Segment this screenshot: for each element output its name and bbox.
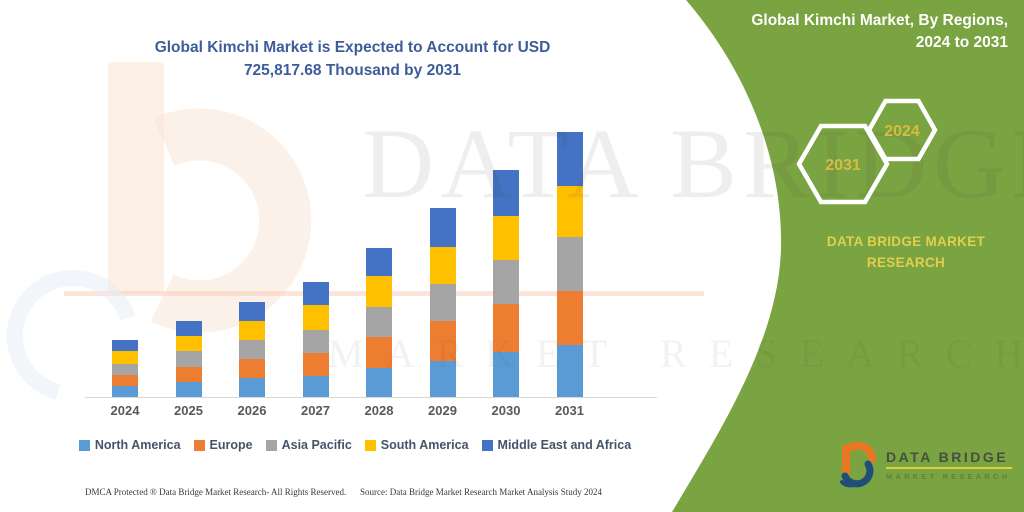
bar-segment-north-america[interactable] bbox=[556, 345, 583, 397]
legend-swatch bbox=[78, 439, 90, 451]
legend-item-europe[interactable]: Europe bbox=[193, 438, 253, 452]
x-axis-line bbox=[85, 397, 657, 398]
bar-segment-middle-east-and-africa[interactable] bbox=[429, 208, 456, 248]
x-axis-label-2027: 2027 bbox=[301, 403, 330, 418]
x-axis-label-2026: 2026 bbox=[237, 403, 267, 418]
bar-2029[interactable] bbox=[429, 208, 456, 397]
bar-segment-north-america[interactable] bbox=[239, 377, 265, 397]
logo-underline bbox=[886, 467, 1012, 469]
bar-segment-asia-pacific[interactable] bbox=[366, 307, 392, 338]
bar-segment-europe[interactable] bbox=[429, 321, 456, 362]
databridge-logo: DATA BRIDGE MARKET RESEARCH bbox=[838, 442, 1012, 488]
x-axis-label-2030: 2030 bbox=[491, 403, 521, 418]
bar-segment-asia-pacific[interactable] bbox=[493, 259, 519, 305]
bar-2030[interactable] bbox=[493, 169, 519, 397]
legend-item-asia-pacific[interactable]: Asia Pacific bbox=[265, 438, 352, 452]
bar-segment-north-america[interactable] bbox=[429, 361, 456, 397]
bar-segment-europe[interactable] bbox=[175, 367, 202, 383]
logo-name: DATA BRIDGE bbox=[886, 449, 1009, 465]
logo-subtitle: MARKET RESEARCH bbox=[886, 472, 1011, 481]
bar-segment-north-america[interactable] bbox=[366, 368, 392, 397]
legend-item-south-america[interactable]: South America bbox=[364, 438, 469, 452]
bar-2031[interactable] bbox=[556, 132, 583, 397]
x-axis-label-2024: 2024 bbox=[110, 403, 140, 418]
legend-label: Europe bbox=[209, 438, 253, 452]
legend-label: South America bbox=[380, 438, 469, 452]
legend-label: Middle East and Africa bbox=[497, 438, 632, 452]
chart-title-line1: Global Kimchi Market is Expected to Acco… bbox=[154, 39, 551, 56]
dmca-notice: DMCA Protected ® Data Bridge Market Rese… bbox=[85, 487, 347, 497]
bar-segment-middle-east-and-africa[interactable] bbox=[493, 169, 519, 217]
bar-segment-south-america[interactable] bbox=[556, 186, 583, 238]
bar-segment-asia-pacific[interactable] bbox=[429, 283, 456, 322]
chart-title: Global Kimchi Market is Expected to Acco… bbox=[100, 36, 605, 82]
bar-segment-north-america[interactable] bbox=[175, 382, 202, 397]
bar-segment-middle-east-and-africa[interactable] bbox=[556, 132, 583, 187]
x-axis-label-2029: 2029 bbox=[428, 403, 457, 418]
legend-swatch bbox=[364, 439, 376, 451]
chart-title-line2: 725,817.68 Thousand by 2031 bbox=[243, 62, 462, 79]
bar-2025[interactable] bbox=[175, 320, 202, 397]
bar-segment-south-america[interactable] bbox=[429, 247, 456, 284]
bar-segment-south-america[interactable] bbox=[175, 336, 202, 352]
bar-segment-south-america[interactable] bbox=[493, 216, 519, 260]
x-axis-label-2028: 2028 bbox=[364, 403, 394, 418]
bar-plot-area: 2024 2025 2026 2027 2028 2029 2030 2031 bbox=[85, 125, 605, 418]
bar-segment-europe[interactable] bbox=[493, 304, 519, 352]
bar-segment-asia-pacific[interactable] bbox=[239, 340, 265, 359]
chart-legend: North America Europe Asia Pacific South Ame… bbox=[78, 438, 632, 452]
bar-segment-europe[interactable] bbox=[239, 358, 265, 378]
legend-swatch bbox=[193, 439, 205, 451]
legend-label: Asia Pacific bbox=[281, 438, 352, 452]
bar-segment-asia-pacific[interactable] bbox=[175, 351, 202, 367]
bar-segment-north-america[interactable] bbox=[493, 351, 519, 397]
legend-swatch bbox=[481, 439, 493, 451]
bar-segment-north-america[interactable] bbox=[302, 376, 329, 397]
x-axis-label-2025: 2025 bbox=[174, 403, 203, 418]
bar-segment-europe[interactable] bbox=[556, 291, 583, 346]
legend-label: North America bbox=[94, 438, 181, 452]
x-axis-label-2031: 2031 bbox=[555, 403, 584, 418]
bar-segment-asia-pacific[interactable] bbox=[556, 237, 583, 292]
bar-segment-middle-east-and-africa[interactable] bbox=[366, 247, 392, 277]
databridge-logo-icon bbox=[840, 442, 876, 488]
bar-segment-europe[interactable] bbox=[366, 337, 392, 369]
bar-2028[interactable] bbox=[366, 247, 392, 397]
bar-segment-europe[interactable] bbox=[302, 352, 329, 377]
source-note: Source: Data Bridge Market Research Mark… bbox=[360, 487, 602, 497]
bar-segment-asia-pacific[interactable] bbox=[302, 330, 329, 353]
legend-item-middle-east-and-africa[interactable]: Middle East and Africa bbox=[481, 438, 632, 452]
legend-swatch bbox=[265, 439, 277, 451]
legend-item-north-america[interactable]: North America bbox=[78, 438, 181, 452]
